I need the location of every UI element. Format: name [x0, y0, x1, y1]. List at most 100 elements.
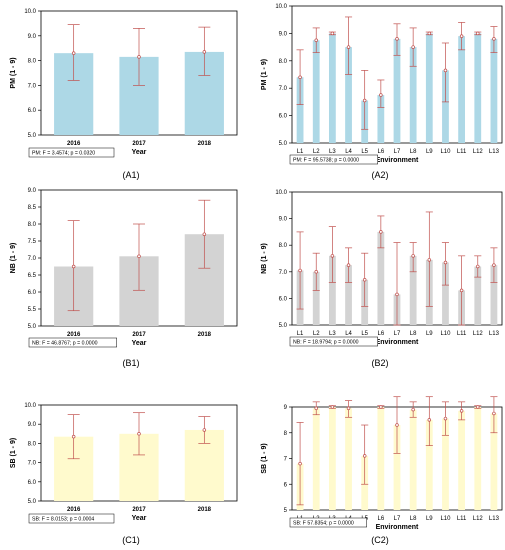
x-tick-label: L8: [410, 516, 417, 522]
x-tick-label: 2016: [67, 507, 81, 513]
x-tick-label: L13: [489, 331, 500, 337]
y-tick-label: 6.5: [28, 273, 37, 279]
mean-point-2017: [137, 55, 141, 59]
mean-point-l5: [362, 454, 367, 458]
mean-point-l13: [492, 37, 496, 41]
mean-point-l10: [443, 416, 448, 421]
bar-l11: [458, 410, 466, 510]
x-tick-label: 2017: [132, 332, 146, 338]
bar-l2: [312, 408, 320, 510]
x-tick-label: L6: [378, 331, 385, 337]
stat-box: [289, 336, 378, 347]
y-tick-label: 6.0: [279, 114, 288, 120]
mean-point-l9: [427, 418, 432, 422]
mean-point-2018: [202, 232, 207, 236]
mean-point-2017: [137, 254, 141, 259]
bar-l8: [409, 409, 417, 510]
mean-point-l1: [298, 268, 302, 273]
x-tick-label: L12: [473, 516, 484, 522]
x-tick-label: L1: [297, 331, 304, 337]
y-tick-label: 9: [284, 405, 288, 411]
y-tick-label: 6.0: [28, 480, 37, 486]
bar-l4: [345, 408, 352, 510]
x-axis-label: Year: [132, 149, 147, 156]
stat-text: SB: F = 8.0153; p = 0.0004: [32, 517, 94, 523]
stat-text: PM: F = 3.4574; p = 0.0320: [32, 151, 95, 157]
y-tick-label: 9.0: [28, 188, 37, 194]
bar-l3: [328, 255, 336, 325]
x-tick-label: L8: [410, 149, 417, 155]
mean-point-l12: [476, 405, 480, 409]
x-tick-label: L8: [410, 331, 417, 337]
y-tick-label: 7.0: [28, 461, 37, 467]
panel-label: (B1): [122, 358, 139, 368]
y-tick-label: 10.0: [24, 9, 36, 15]
bar-l3: [328, 407, 336, 510]
bar-l6: [377, 231, 385, 325]
stat-box: [28, 147, 115, 158]
bar-l9: [425, 419, 433, 510]
x-tick-label: L7: [394, 516, 401, 522]
y-tick-label: 10.0: [24, 403, 36, 409]
mean-point-l4: [346, 45, 351, 49]
bar-l10: [442, 418, 449, 510]
x-tick-label: L7: [394, 331, 401, 337]
stat-box: [28, 513, 115, 524]
y-tick-label: 5.0: [28, 324, 37, 330]
x-tick-label: 2016: [67, 141, 81, 147]
y-tick-label: 5.0: [279, 141, 288, 147]
y-tick-label: 8.0: [279, 243, 288, 249]
y-axis-label: NB (1 - 9): [261, 243, 268, 274]
mean-point-l2: [314, 38, 318, 42]
mean-point-l5: [362, 98, 367, 103]
bar-l12: [474, 266, 482, 325]
x-tick-label: L9: [426, 516, 433, 522]
stat-box: [28, 337, 117, 348]
mean-point-l11: [459, 34, 464, 38]
y-tick-label: 6: [284, 482, 288, 488]
x-tick-label: 2017: [132, 507, 146, 513]
mean-point-l2: [314, 270, 318, 274]
y-tick-label: 5.0: [279, 323, 288, 329]
x-axis-label: Environment: [376, 524, 419, 531]
bar-l6: [377, 95, 385, 143]
y-tick-label: 9.0: [279, 217, 288, 223]
x-tick-label: L13: [489, 516, 500, 522]
panel-c1: 5.0 6.0 7.0 8.0 9.0 10.0 2016 2017 2018 Year SB (1…: [10, 403, 238, 545]
x-tick-label: L3: [329, 149, 336, 155]
y-tick-label: 8.0: [28, 222, 37, 228]
mean-point-l5: [362, 278, 367, 282]
y-tick-label: 5.0: [28, 133, 37, 139]
mean-point-2018: [202, 428, 207, 432]
x-tick-label: 2016: [67, 332, 81, 338]
stat-text: PM: F = 95.5738; p = 0.0000: [293, 158, 359, 164]
x-tick-label: L11: [457, 331, 467, 337]
x-tick-label: L4: [345, 331, 352, 337]
x-tick-label: L12: [473, 149, 484, 155]
panel-b1: 5.0 5.5 6.0 6.5 7.0 7.5 8.0 8.5 9.0 2016 2017 2018 Y…: [10, 188, 238, 368]
mean-point-2016: [71, 264, 76, 269]
y-tick-label: 8.0: [279, 59, 288, 65]
mean-point-l3: [330, 405, 335, 409]
y-axis-label: SB (1 - 9): [261, 443, 268, 473]
x-tick-label: 2017: [132, 141, 146, 147]
mean-point-l13: [492, 263, 496, 267]
y-tick-label: 10.0: [275, 4, 287, 10]
mean-point-l6: [379, 405, 383, 409]
bar-l11: [458, 36, 466, 143]
panel-a1: 5.0 6.0 7.0 8.0 9.0 10.0 2016 2017 2018 Year PM (1…: [10, 9, 238, 180]
x-tick-label: L10: [440, 331, 451, 337]
bar-l7: [393, 425, 401, 510]
x-axis-label: Year: [132, 515, 147, 522]
mean-point-l12: [476, 264, 480, 269]
x-tick-label: L9: [426, 331, 433, 337]
y-tick-label: 7.0: [279, 86, 288, 92]
y-tick-label: 6.0: [28, 290, 37, 296]
mean-point-l11: [459, 288, 464, 293]
stat-text: NB: F = 46.8767; p = 0.0000: [32, 341, 98, 347]
mean-point-l3: [330, 254, 335, 258]
y-tick-label: 9.0: [28, 422, 37, 428]
y-tick-label: 8.0: [28, 441, 37, 447]
x-axis-label: Environment: [376, 339, 419, 346]
panel-label: (C1): [122, 535, 140, 545]
